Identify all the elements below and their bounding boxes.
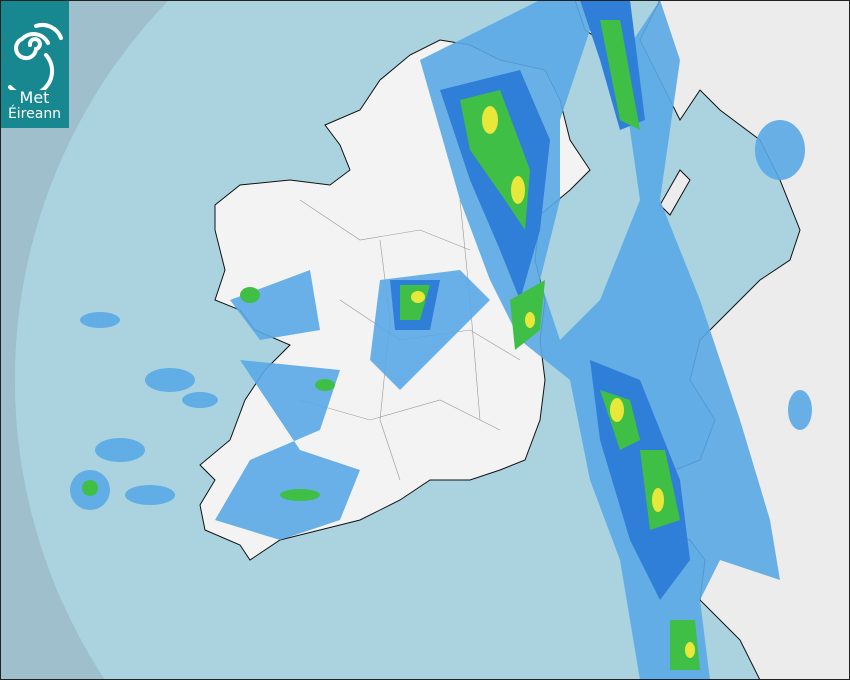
met-eireann-swirl-logo-icon bbox=[8, 23, 63, 90]
logo-text-met: Met bbox=[19, 88, 50, 107]
rain-very-heavy bbox=[411, 106, 695, 658]
isle-of-man-land bbox=[659, 169, 691, 216]
met-eireann-logo: Met Éireann bbox=[0, 0, 69, 128]
logo-text-eireann: Éireann bbox=[7, 106, 62, 122]
